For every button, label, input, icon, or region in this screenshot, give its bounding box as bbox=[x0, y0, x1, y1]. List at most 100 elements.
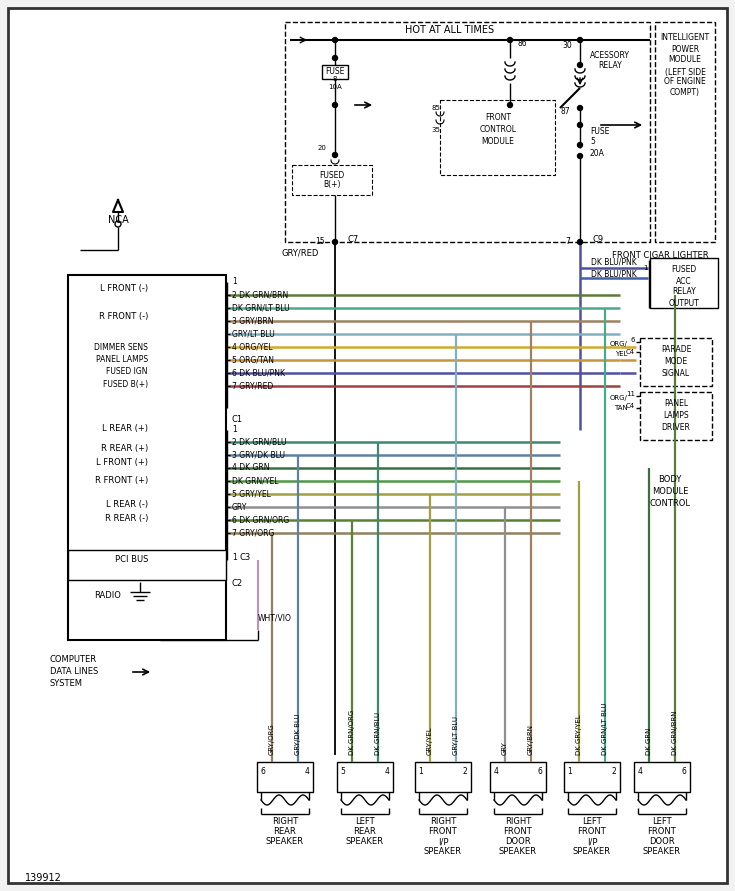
Text: CONTROL: CONTROL bbox=[479, 126, 517, 135]
Text: DK BLU/PNK: DK BLU/PNK bbox=[591, 257, 637, 266]
Bar bbox=[490, 762, 546, 792]
Text: 15: 15 bbox=[315, 238, 325, 247]
Text: ACC: ACC bbox=[676, 276, 692, 285]
Text: 6: 6 bbox=[537, 767, 542, 776]
Text: FRONT: FRONT bbox=[503, 828, 532, 837]
Text: L REAR (+): L REAR (+) bbox=[102, 423, 148, 432]
Bar bbox=[634, 762, 690, 792]
Text: MODE: MODE bbox=[664, 357, 687, 366]
Text: 6 DK BLU/PNK: 6 DK BLU/PNK bbox=[232, 369, 285, 378]
Text: 6: 6 bbox=[631, 337, 635, 343]
Text: TAN: TAN bbox=[614, 405, 628, 411]
Text: DK GRN: DK GRN bbox=[646, 728, 652, 755]
Text: MODULE: MODULE bbox=[652, 487, 688, 496]
Text: FUSED: FUSED bbox=[320, 170, 345, 179]
Text: C2: C2 bbox=[232, 579, 243, 588]
Text: 5 GRY/YEL: 5 GRY/YEL bbox=[232, 489, 271, 498]
Text: OUTPUT: OUTPUT bbox=[669, 298, 700, 307]
Circle shape bbox=[332, 55, 337, 61]
Text: 6: 6 bbox=[681, 767, 686, 776]
Bar bbox=[337, 762, 393, 792]
Text: POWER: POWER bbox=[671, 45, 699, 54]
Bar bbox=[68, 550, 226, 580]
Text: MODULE: MODULE bbox=[481, 137, 514, 146]
Bar bbox=[292, 165, 372, 195]
Text: 4: 4 bbox=[494, 767, 498, 776]
Text: C9: C9 bbox=[593, 235, 604, 244]
Bar bbox=[640, 392, 712, 440]
Text: HOT AT ALL TIMES: HOT AT ALL TIMES bbox=[406, 25, 495, 35]
Text: C3: C3 bbox=[240, 553, 251, 562]
Text: PARADE: PARADE bbox=[661, 346, 691, 355]
Text: C7: C7 bbox=[348, 235, 359, 244]
Text: 85: 85 bbox=[431, 105, 440, 111]
Text: L REAR (-): L REAR (-) bbox=[106, 501, 148, 510]
Text: SPEAKER: SPEAKER bbox=[573, 847, 611, 856]
Text: DK BLU/PNK: DK BLU/PNK bbox=[591, 269, 637, 279]
Text: INTELLIGENT: INTELLIGENT bbox=[661, 34, 709, 43]
Text: CONTROL: CONTROL bbox=[650, 500, 690, 509]
Text: R FRONT (-): R FRONT (-) bbox=[98, 312, 148, 321]
Text: DATA LINES: DATA LINES bbox=[50, 667, 98, 676]
Text: 11: 11 bbox=[626, 391, 635, 397]
Text: R REAR (+): R REAR (+) bbox=[101, 444, 148, 453]
Text: 87: 87 bbox=[560, 108, 570, 117]
Text: DRIVER: DRIVER bbox=[662, 423, 690, 432]
Text: ACESSORY: ACESSORY bbox=[590, 51, 630, 60]
Text: RIGHT: RIGHT bbox=[505, 818, 531, 827]
Text: 7: 7 bbox=[565, 238, 570, 247]
Text: LEFT: LEFT bbox=[652, 818, 672, 827]
Text: RELAY: RELAY bbox=[598, 61, 622, 69]
Circle shape bbox=[578, 240, 583, 244]
Text: FRONT: FRONT bbox=[485, 113, 511, 122]
Text: FRONT: FRONT bbox=[429, 828, 457, 837]
Text: L FRONT (+): L FRONT (+) bbox=[96, 457, 148, 467]
Bar bbox=[257, 762, 313, 792]
Bar bbox=[285, 22, 650, 242]
Bar bbox=[655, 22, 715, 242]
Circle shape bbox=[578, 105, 583, 110]
Text: 1: 1 bbox=[232, 277, 237, 287]
Text: 4: 4 bbox=[384, 767, 390, 776]
Text: FRONT: FRONT bbox=[648, 828, 676, 837]
Text: COMPT): COMPT) bbox=[670, 87, 700, 96]
Bar bbox=[640, 338, 712, 386]
Text: FRONT: FRONT bbox=[578, 828, 606, 837]
Text: 1: 1 bbox=[232, 426, 237, 435]
Text: 8: 8 bbox=[333, 76, 337, 82]
Text: 20A: 20A bbox=[590, 149, 605, 158]
Text: FRONT CIGAR LIGHTER: FRONT CIGAR LIGHTER bbox=[612, 251, 709, 260]
Text: LEFT: LEFT bbox=[582, 818, 602, 827]
Text: 20: 20 bbox=[317, 145, 326, 151]
Text: FUSED IGN: FUSED IGN bbox=[107, 367, 148, 377]
Text: DK GRN/LT BLU: DK GRN/LT BLU bbox=[232, 304, 290, 313]
Text: LEFT: LEFT bbox=[355, 818, 375, 827]
Bar bbox=[564, 762, 620, 792]
Text: C1: C1 bbox=[232, 415, 243, 424]
Text: MODULE: MODULE bbox=[669, 55, 701, 64]
Text: PANEL: PANEL bbox=[664, 399, 688, 408]
Text: 2 DK GRN/BLU: 2 DK GRN/BLU bbox=[232, 437, 287, 446]
Text: ORG/: ORG/ bbox=[610, 341, 628, 347]
Text: DK GRN/ORG: DK GRN/ORG bbox=[349, 710, 355, 755]
Text: FUSE: FUSE bbox=[326, 68, 345, 77]
Text: 1: 1 bbox=[232, 553, 237, 562]
Text: 30: 30 bbox=[562, 42, 572, 51]
Text: COMPUTER: COMPUTER bbox=[50, 656, 97, 665]
Text: 4: 4 bbox=[637, 767, 642, 776]
Text: 10A: 10A bbox=[328, 84, 342, 90]
Text: C4: C4 bbox=[626, 349, 635, 355]
Text: SPEAKER: SPEAKER bbox=[424, 847, 462, 856]
Text: GRY/BRN: GRY/BRN bbox=[528, 724, 534, 755]
Text: SPEAKER: SPEAKER bbox=[266, 838, 304, 846]
Circle shape bbox=[507, 102, 512, 108]
Text: DK GRY/YEL: DK GRY/YEL bbox=[576, 715, 582, 755]
Text: DK GRN/BRN: DK GRN/BRN bbox=[672, 710, 678, 755]
Text: 6: 6 bbox=[261, 767, 265, 776]
Text: PANEL LAMPS: PANEL LAMPS bbox=[96, 356, 148, 364]
Circle shape bbox=[578, 37, 583, 43]
Text: B(+): B(+) bbox=[323, 181, 341, 190]
Text: 5 ORG/TAN: 5 ORG/TAN bbox=[232, 356, 274, 364]
Text: GRY/LT BLU: GRY/LT BLU bbox=[453, 716, 459, 755]
Text: 3 GRY/BRN: 3 GRY/BRN bbox=[232, 316, 273, 325]
